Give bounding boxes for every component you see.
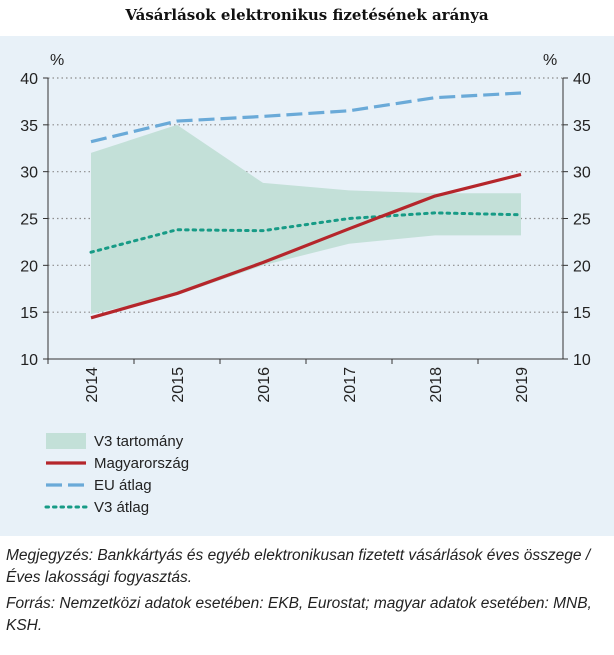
xtick-label-2016: 2016 — [256, 367, 273, 403]
series-lines — [89, 91, 523, 320]
legend-swatch-v3-tartomány — [46, 433, 86, 449]
ytick-label-left-15: 15 — [20, 305, 38, 322]
chart-title: Vásárlások elektronikus fizetésének arán… — [125, 6, 489, 24]
note-forras: Forrás: Nemzetközi adatok esetében: EKB,… — [6, 595, 592, 634]
ytick-label-right-25: 25 — [573, 212, 591, 229]
ytick-label-right-15: 15 — [573, 305, 591, 322]
ytick-label-left-35: 35 — [20, 118, 38, 135]
legend: V3 tartomány Magyarország EU átlag V3 átlag — [44, 433, 189, 516]
band-v3-tartomany — [91, 124, 521, 315]
ytick-label-right-35: 35 — [573, 118, 591, 135]
ytick-label-right-40: 40 — [573, 71, 591, 88]
y-unit-right: % — [543, 52, 557, 69]
series-line-magyarország — [90, 172, 522, 320]
ytick-label-left-25: 25 — [20, 212, 38, 229]
xtick-label-2014: 2014 — [84, 367, 101, 403]
ytick-label-left-40: 40 — [20, 71, 38, 88]
y-unit-left: % — [50, 52, 64, 69]
notes: Megjegyzés: Bankkártyás és egyéb elektro… — [6, 545, 608, 641]
legend-label-magyarország: Magyarország — [94, 455, 189, 472]
xtick-label-2015: 2015 — [170, 367, 187, 403]
ytick-label-right-10: 10 — [573, 352, 591, 369]
ytick-label-left-30: 30 — [20, 165, 38, 182]
xtick-label-2019: 2019 — [514, 367, 531, 403]
ytick-label-left-20: 20 — [20, 258, 38, 275]
series-line-v3-átlag — [89, 211, 523, 254]
axis-ticks: 10 10 15 15 20 20 25 25 30 30 35 35 40 40 2014 2015 2016… — [20, 71, 591, 403]
legend-label-v3-átlag: V3 átlag — [94, 499, 149, 516]
chart-svg: 10 10 15 15 20 20 25 25 30 30 35 35 40 40 2014 2015 2016… — [20, 52, 591, 516]
legend-label-eu-átlag: EU átlag — [94, 477, 152, 494]
legend-label-v3-tartomány: V3 tartomány — [94, 433, 184, 450]
ytick-label-right-30: 30 — [573, 165, 591, 182]
series-line-eu-átlag — [90, 91, 522, 144]
ytick-label-right-20: 20 — [573, 258, 591, 275]
ytick-label-left-10: 10 — [20, 352, 38, 369]
note-megjegyzes: Megjegyzés: Bankkártyás és egyéb elektro… — [6, 547, 591, 586]
xtick-label-2018: 2018 — [428, 367, 445, 403]
xtick-label-2017: 2017 — [342, 367, 359, 403]
